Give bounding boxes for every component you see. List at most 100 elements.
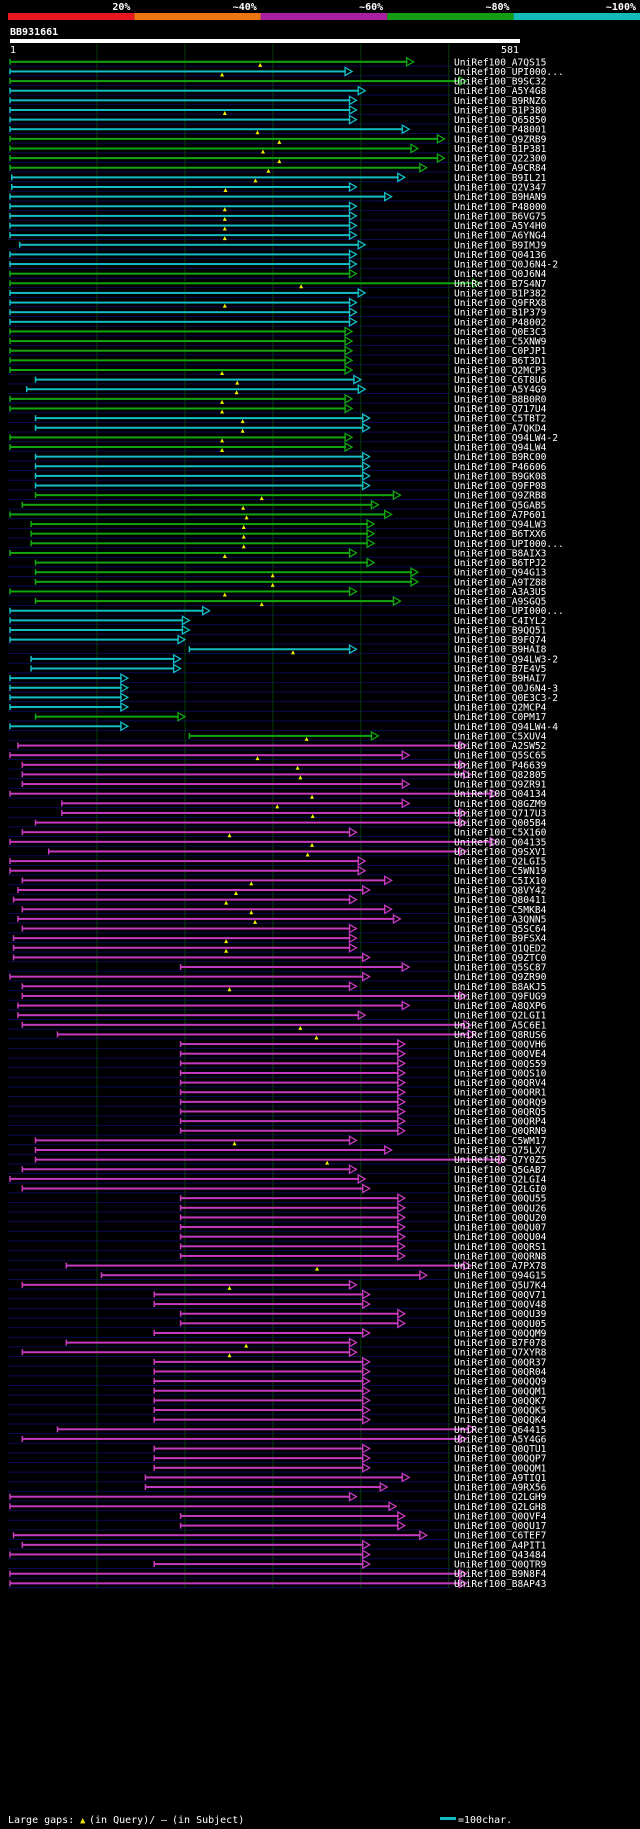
hit-bar[interactable]: [10, 147, 412, 150]
hit-row[interactable]: UniRef100_Q0J6N4: [9, 268, 547, 280]
hit-row[interactable]: UniRef100_Q94LW4: [9, 441, 547, 454]
hit-label[interactable]: UniRef100_C5X160: [454, 828, 547, 839]
hit-row[interactable]: UniRef100_Q0QRR1: [179, 1087, 547, 1099]
hit-row[interactable]: UniRef100_Q8GZM9: [61, 798, 547, 810]
hit-bar[interactable]: [10, 272, 351, 275]
hit-bar[interactable]: [180, 1197, 399, 1200]
hit-row[interactable]: UniRef100_Q0QRQ9: [179, 1096, 547, 1108]
hit-bar[interactable]: [10, 263, 351, 266]
hit-label[interactable]: UniRef100_Q0QTU1: [454, 1444, 547, 1455]
hit-bar[interactable]: [180, 1052, 399, 1055]
hit-row[interactable]: UniRef100_A7PX78: [65, 1260, 547, 1272]
hit-label[interactable]: UniRef100_A7PX78: [454, 1261, 547, 1272]
hit-bar[interactable]: [10, 1553, 364, 1556]
hit-bar[interactable]: [22, 783, 404, 786]
hit-label[interactable]: UniRef100_B9IL21: [454, 173, 547, 184]
hit-label[interactable]: UniRef100_Q0QR04: [454, 1367, 547, 1378]
hit-row[interactable]: UniRef100_B9IMJ9: [18, 239, 547, 251]
hit-bar[interactable]: [10, 224, 351, 227]
hit-row[interactable]: UniRef100_A3A3U5: [9, 586, 546, 598]
hit-label[interactable]: UniRef100_A2SW52: [454, 741, 546, 752]
hit-bar[interactable]: [10, 407, 347, 410]
hit-label[interactable]: UniRef100_Q0QU17: [454, 1521, 547, 1532]
hit-row[interactable]: UniRef100_B9SC32: [9, 75, 546, 88]
hit-label[interactable]: UniRef100_Q22300: [454, 154, 547, 165]
hit-bar[interactable]: [31, 667, 175, 670]
hit-bar[interactable]: [35, 417, 364, 420]
hit-label[interactable]: UniRef100_Q0QU26: [454, 1203, 547, 1214]
hit-bar[interactable]: [66, 1264, 465, 1267]
hit-row[interactable]: UniRef100_Q0E3C3-2: [9, 692, 558, 704]
hit-label[interactable]: UniRef100_Q2V347: [454, 183, 547, 194]
hit-label[interactable]: UniRef100_B9RNZ6: [454, 96, 547, 107]
hit-row[interactable]: UniRef100_Q0QR04: [153, 1366, 547, 1378]
hit-bar[interactable]: [13, 956, 364, 959]
hit-label[interactable]: UniRef100_B9IMJ9: [454, 240, 547, 251]
hit-bar[interactable]: [154, 1370, 364, 1373]
hit-bar[interactable]: [61, 802, 404, 805]
hit-row[interactable]: UniRef100_Q5GAB7: [21, 1164, 547, 1176]
hit-label[interactable]: UniRef100_Q9ZTC0: [454, 953, 547, 964]
hit-bar[interactable]: [26, 388, 360, 391]
hit-row[interactable]: UniRef100_A5Y4H0: [9, 220, 547, 232]
hit-label[interactable]: UniRef100_B8AP43: [454, 1579, 547, 1590]
hit-row[interactable]: UniRef100_Q2MCP4: [9, 701, 547, 714]
hit-bar[interactable]: [35, 1158, 500, 1161]
hit-bar[interactable]: [10, 60, 408, 63]
hit-row[interactable]: UniRef100_Q0QV71: [153, 1289, 547, 1301]
hit-bar[interactable]: [180, 1245, 399, 1248]
hit-label[interactable]: UniRef100_UPI000...: [454, 606, 564, 617]
hit-bar[interactable]: [10, 291, 360, 294]
hit-row[interactable]: UniRef100_B6TXX6: [30, 528, 547, 540]
hit-bar[interactable]: [17, 917, 395, 920]
hit-bar[interactable]: [180, 1206, 399, 1209]
hit-row[interactable]: UniRef100_A5Y4G8: [9, 85, 547, 97]
hit-label[interactable]: UniRef100_Q8VY42: [454, 885, 546, 896]
hit-bar[interactable]: [13, 937, 351, 940]
hit-row[interactable]: UniRef100_C5MKB4: [21, 904, 547, 916]
hit-label[interactable]: UniRef100_C5TBT2: [454, 414, 546, 425]
hit-row[interactable]: UniRef100_Q82805: [21, 769, 546, 781]
hit-bar[interactable]: [10, 80, 461, 83]
hit-bar[interactable]: [180, 1322, 399, 1325]
hit-row[interactable]: UniRef100_UPI000...: [30, 538, 564, 550]
hit-row[interactable]: UniRef100_Q7Y0Z5: [34, 1154, 547, 1166]
hit-bar[interactable]: [10, 128, 404, 131]
hit-bar[interactable]: [180, 1100, 399, 1103]
hit-bar[interactable]: [180, 1235, 399, 1238]
hit-bar[interactable]: [154, 1563, 364, 1566]
hit-row[interactable]: UniRef100_B8AP43: [9, 1578, 547, 1590]
hit-bar[interactable]: [10, 1495, 351, 1498]
hit-bar[interactable]: [154, 1389, 364, 1392]
hit-row[interactable]: UniRef100_Q0QQK4: [153, 1414, 547, 1426]
hit-bar[interactable]: [61, 811, 461, 814]
hit-bar[interactable]: [10, 89, 360, 92]
hit-label[interactable]: UniRef100_Q0QRP4: [454, 1117, 547, 1128]
hit-bar[interactable]: [57, 1428, 470, 1431]
hit-bar[interactable]: [35, 455, 364, 458]
hit-label[interactable]: UniRef100_UPI000...: [454, 539, 564, 550]
hit-label[interactable]: UniRef100_A9CR84: [454, 163, 547, 174]
hit-row[interactable]: UniRef100_Q0QTR9: [153, 1558, 547, 1571]
hit-row[interactable]: UniRef100_Q0J6N4-2: [9, 258, 558, 271]
hit-bar[interactable]: [10, 137, 439, 140]
hit-bar[interactable]: [22, 1023, 465, 1026]
hit-label[interactable]: UniRef100_Q94LW4-4: [454, 722, 558, 733]
hit-label[interactable]: UniRef100_B9N8F4: [454, 1569, 547, 1580]
hit-label[interactable]: UniRef100_Q64415: [454, 1425, 546, 1436]
hit-label[interactable]: UniRef100_Q5GAB7: [454, 1165, 547, 1176]
hit-bar[interactable]: [35, 1139, 351, 1142]
hit-bar[interactable]: [180, 1120, 399, 1123]
hit-bar[interactable]: [154, 1399, 364, 1402]
hit-label[interactable]: UniRef100_Q0QV48: [454, 1300, 547, 1311]
hit-label[interactable]: UniRef100_A5Y4H0: [454, 221, 547, 232]
hit-bar[interactable]: [10, 638, 179, 641]
hit-row[interactable]: UniRef100_C5TBT2: [34, 413, 547, 425]
hit-row[interactable]: UniRef100_C0PJP1: [9, 345, 547, 357]
hit-row[interactable]: UniRef100_P46606: [34, 461, 547, 473]
hit-row[interactable]: UniRef100_Q0QQK7: [153, 1395, 547, 1407]
hit-row[interactable]: UniRef100_Q0J6N4-3: [9, 682, 558, 694]
hit-label[interactable]: UniRef100_Q0QTR9: [454, 1560, 547, 1571]
hit-row[interactable]: UniRef100_Q9ZTC0: [12, 952, 547, 964]
hit-bar[interactable]: [180, 1071, 399, 1074]
